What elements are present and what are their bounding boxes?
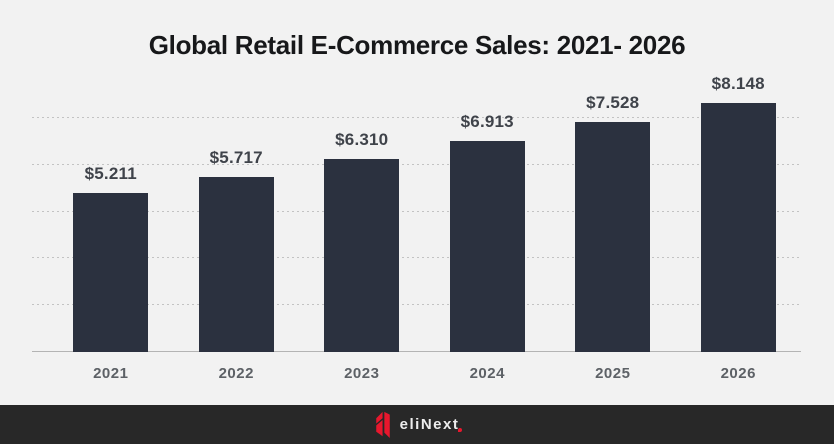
gridline	[32, 117, 801, 118]
bar-2022	[198, 177, 274, 352]
bar-column-2026: $8.148	[676, 74, 802, 352]
x-tick-2021: 2021	[48, 365, 174, 383]
value-label-2025: $7.528	[586, 93, 640, 112]
x-tick-2023: 2023	[299, 365, 425, 383]
chart-title: Global Retail E-Commerce Sales: 2021- 20…	[148, 30, 686, 60]
x-tick-2022: 2022	[174, 365, 300, 383]
bar-2021	[73, 193, 149, 352]
x-tick-label-2025: 2025	[595, 365, 631, 382]
bar-2025	[575, 122, 651, 352]
value-label-2021: $5.211	[84, 164, 137, 183]
gridline	[32, 211, 801, 212]
bar-column-2022: $5.717	[174, 148, 300, 352]
years-row: 2021 2022 2023 2024 2025 2026	[48, 365, 801, 383]
bar-column-2024: $6.913	[425, 112, 551, 352]
bar-2026	[700, 103, 776, 352]
gridline	[32, 164, 801, 165]
elinext-logo-icon	[375, 411, 390, 438]
plot-area: $5.211 $5.717 $6.310 $6.913 $7.528 $8.148 202…	[32, 74, 801, 382]
bars-row: $5.211 $5.717 $6.310 $6.913 $7.528 $8.148	[48, 50, 801, 352]
x-axis-baseline	[32, 351, 801, 352]
x-tick-2024: 2024	[425, 365, 551, 383]
value-label-2022: $5.717	[209, 148, 263, 167]
value-label-2026: $8.148	[711, 74, 765, 93]
value-label-2023: $6.310	[335, 130, 389, 149]
bar-column-2021: $5.211	[48, 164, 174, 352]
x-tick-2025: 2025	[550, 365, 676, 383]
bar-2023	[324, 159, 400, 352]
bar-column-2025: $7.528	[550, 93, 676, 352]
gridline	[32, 257, 801, 258]
x-tick-label-2024: 2024	[469, 365, 505, 382]
x-tick-label-2026: 2026	[720, 365, 756, 382]
gridline	[32, 304, 801, 305]
footer-bar: eliNext	[0, 405, 834, 444]
bar-2024	[449, 141, 525, 352]
bar-column-2023: $6.310	[299, 130, 425, 352]
x-tick-label-2021: 2021	[93, 365, 129, 382]
x-tick-label-2023: 2023	[344, 365, 380, 382]
x-tick-2026: 2026	[676, 365, 802, 383]
x-tick-label-2022: 2022	[218, 365, 254, 382]
value-label-2024: $6.913	[460, 112, 514, 131]
elinext-wordmark: eliNext	[399, 416, 463, 433]
